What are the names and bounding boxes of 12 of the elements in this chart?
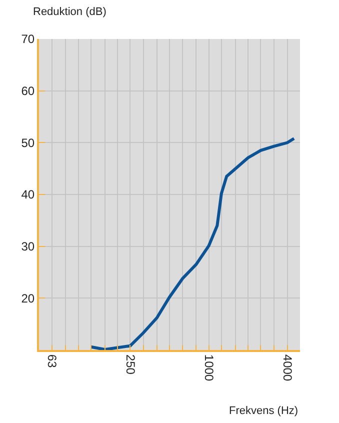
y-tick-label: 50	[21, 136, 35, 150]
y-axis-title: Reduktion (dB)	[33, 6, 106, 18]
x-tick-label: 250	[123, 354, 138, 375]
y-tick-label: 20	[21, 291, 35, 306]
y-tick-label: 30	[21, 240, 35, 254]
x-tick-label: 63	[45, 354, 60, 368]
x-axis-title: Frekvens (Hz)	[229, 405, 298, 417]
x-tick-label: 1000	[202, 354, 216, 382]
y-tick-label: 60	[21, 84, 35, 98]
y-tick-label: 40	[21, 188, 35, 202]
x-tick-label: 4000	[280, 354, 294, 382]
y-tick-label: 70	[21, 32, 35, 46]
